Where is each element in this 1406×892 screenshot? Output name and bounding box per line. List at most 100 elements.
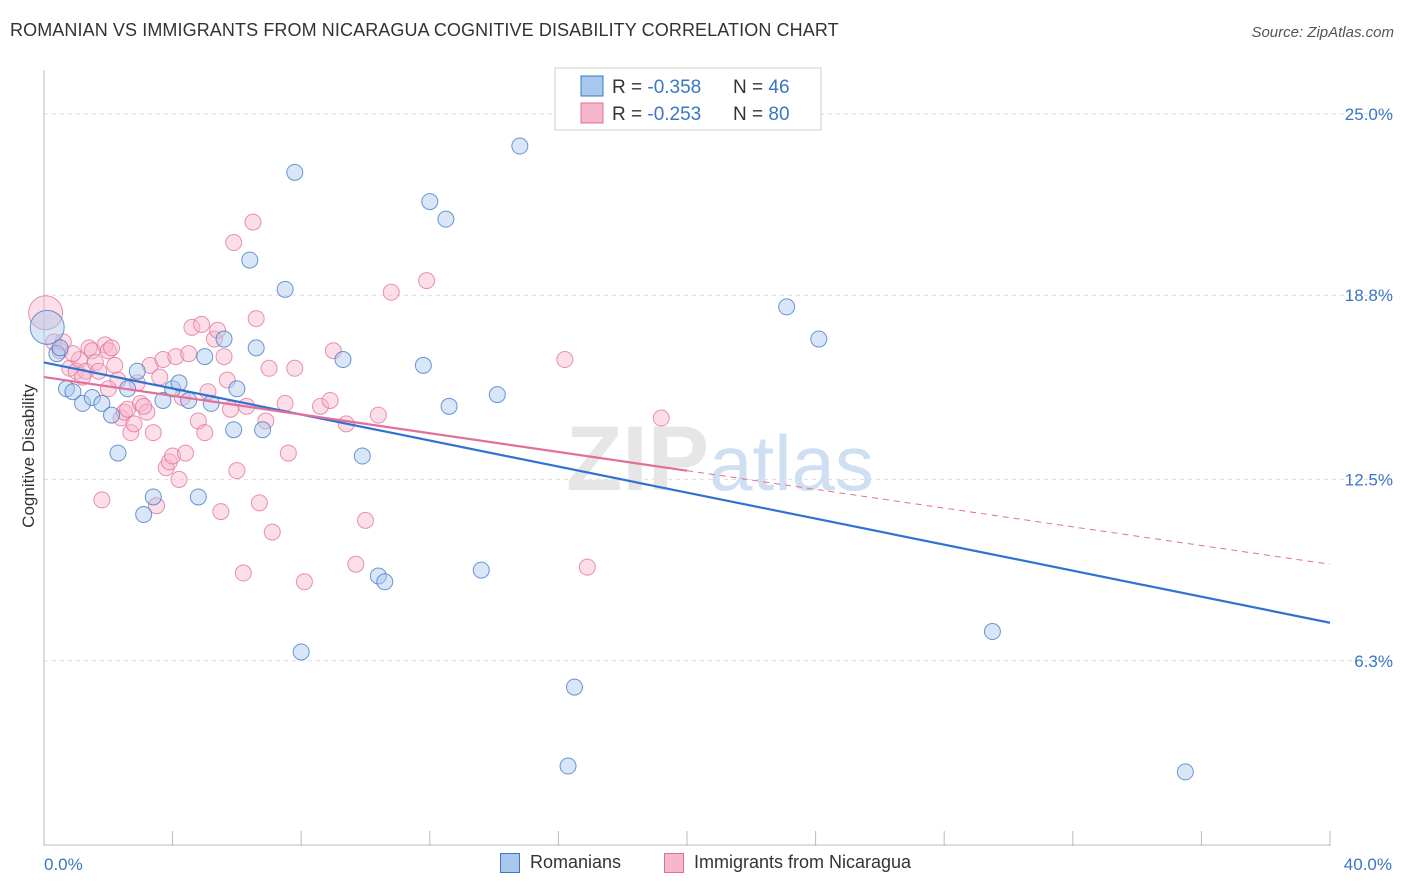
romanian-point[interactable] bbox=[778, 298, 796, 316]
romanian-point[interactable] bbox=[414, 356, 432, 374]
nicaragua-point[interactable] bbox=[218, 371, 236, 389]
nicaragua-point[interactable] bbox=[357, 511, 374, 529]
nicaragua-point[interactable] bbox=[154, 351, 172, 369]
nicaragua-point[interactable] bbox=[382, 283, 400, 301]
romanian-point[interactable] bbox=[154, 391, 172, 409]
romanian-point[interactable] bbox=[74, 394, 92, 412]
legend-item-nicaragua[interactable]: Immigrants from Nicaragua bbox=[664, 852, 911, 873]
nicaragua-point[interactable] bbox=[652, 409, 670, 427]
nicaragua-point[interactable] bbox=[180, 345, 198, 363]
romanian-point[interactable] bbox=[286, 163, 304, 181]
nicaragua-point[interactable] bbox=[28, 295, 64, 331]
nicaragua-point[interactable] bbox=[80, 339, 98, 357]
nicaragua-point[interactable] bbox=[144, 424, 162, 442]
nicaragua-point[interactable] bbox=[148, 497, 166, 515]
romanian-point[interactable] bbox=[276, 280, 294, 298]
nicaragua-point[interactable] bbox=[295, 573, 313, 591]
romanian-point[interactable] bbox=[215, 330, 233, 348]
romanian-point[interactable] bbox=[93, 394, 111, 412]
nicaragua-point[interactable] bbox=[167, 348, 185, 366]
romanian-point[interactable] bbox=[144, 488, 162, 506]
nicaragua-point[interactable] bbox=[196, 424, 214, 442]
nicaragua-point[interactable] bbox=[369, 406, 387, 424]
romanian-point[interactable] bbox=[228, 380, 246, 398]
romanian-point[interactable] bbox=[421, 193, 439, 211]
nicaragua-point[interactable] bbox=[115, 403, 133, 421]
romanian-point[interactable] bbox=[51, 339, 69, 357]
romanian-point[interactable] bbox=[292, 643, 310, 661]
romanian-point[interactable] bbox=[225, 421, 243, 439]
romanian-point[interactable] bbox=[369, 567, 387, 585]
nicaragua-point[interactable] bbox=[250, 494, 268, 512]
nicaragua-point[interactable] bbox=[234, 564, 252, 582]
nicaragua-point[interactable] bbox=[260, 359, 278, 377]
nicaragua-point[interactable] bbox=[257, 412, 275, 430]
nicaragua-point[interactable] bbox=[418, 272, 436, 290]
nicaragua-point[interactable] bbox=[103, 339, 121, 357]
nicaragua-point[interactable] bbox=[276, 394, 294, 412]
romanian-point[interactable] bbox=[334, 351, 352, 369]
romanian-point[interactable] bbox=[254, 421, 272, 439]
romanian-point[interactable] bbox=[180, 391, 198, 409]
nicaragua-point[interactable] bbox=[556, 351, 574, 369]
nicaragua-point[interactable] bbox=[279, 444, 297, 462]
nicaragua-point[interactable] bbox=[324, 342, 342, 360]
nicaragua-point[interactable] bbox=[311, 397, 329, 415]
romanian-point[interactable] bbox=[488, 386, 506, 404]
romanian-point[interactable] bbox=[983, 623, 1001, 641]
nicaragua-point[interactable] bbox=[135, 397, 153, 415]
nicaragua-point[interactable] bbox=[122, 424, 140, 442]
romanian-point[interactable] bbox=[103, 406, 121, 424]
romanian-point[interactable] bbox=[437, 210, 455, 228]
nicaragua-point[interactable] bbox=[86, 353, 104, 371]
romanian-point[interactable] bbox=[472, 561, 490, 579]
nicaragua-point[interactable] bbox=[99, 342, 117, 360]
romanian-point[interactable] bbox=[1176, 763, 1194, 781]
nicaragua-point[interactable] bbox=[164, 447, 182, 465]
nicaragua-point[interactable] bbox=[90, 362, 108, 380]
romanian-point[interactable] bbox=[109, 444, 127, 462]
nicaragua-point[interactable] bbox=[99, 380, 117, 398]
romanian-point[interactable] bbox=[170, 374, 188, 392]
romanian-point[interactable] bbox=[64, 383, 82, 401]
nicaragua-point[interactable] bbox=[347, 555, 365, 573]
nicaragua-point[interactable] bbox=[244, 213, 262, 231]
nicaragua-point[interactable] bbox=[228, 462, 246, 480]
nicaragua-point[interactable] bbox=[151, 368, 169, 386]
romanian-point[interactable] bbox=[241, 251, 259, 269]
romanian-point[interactable] bbox=[247, 339, 265, 357]
nicaragua-point[interactable] bbox=[578, 558, 596, 576]
nicaragua-point[interactable] bbox=[170, 470, 188, 488]
romanian-point[interactable] bbox=[196, 348, 214, 366]
romanian-point[interactable] bbox=[128, 362, 146, 380]
romanian-point[interactable] bbox=[810, 330, 828, 348]
romanian-point[interactable] bbox=[135, 506, 153, 524]
nicaragua-point[interactable] bbox=[321, 391, 339, 409]
nicaragua-point[interactable] bbox=[209, 321, 227, 339]
romanian-point[interactable] bbox=[565, 678, 583, 696]
nicaragua-point[interactable] bbox=[125, 415, 143, 433]
nicaragua-point[interactable] bbox=[193, 315, 211, 333]
nicaragua-point[interactable] bbox=[131, 394, 149, 412]
nicaragua-point[interactable] bbox=[93, 491, 111, 509]
nicaragua-point[interactable] bbox=[106, 356, 124, 374]
nicaragua-point[interactable] bbox=[212, 503, 230, 521]
romanian-point[interactable] bbox=[189, 488, 207, 506]
romanian-point[interactable] bbox=[83, 389, 101, 407]
romanian-point[interactable] bbox=[353, 447, 371, 465]
nicaragua-point[interactable] bbox=[183, 318, 201, 336]
nicaragua-point[interactable] bbox=[225, 234, 243, 252]
nicaragua-point[interactable] bbox=[176, 444, 194, 462]
romanian-point[interactable] bbox=[376, 573, 394, 591]
romanian-point[interactable] bbox=[29, 309, 65, 345]
nicaragua-trend-extension bbox=[686, 470, 1331, 565]
romanian-point[interactable] bbox=[511, 137, 529, 155]
legend-item-romanians[interactable]: Romanians bbox=[500, 852, 621, 873]
nicaragua-point[interactable] bbox=[205, 330, 223, 348]
nicaragua-point[interactable] bbox=[247, 310, 265, 328]
romanian-point[interactable] bbox=[559, 757, 577, 775]
romanian-point[interactable] bbox=[440, 397, 458, 415]
nicaragua-point[interactable] bbox=[263, 523, 281, 541]
nicaragua-point[interactable] bbox=[215, 348, 233, 366]
nicaragua-point[interactable] bbox=[286, 359, 304, 377]
